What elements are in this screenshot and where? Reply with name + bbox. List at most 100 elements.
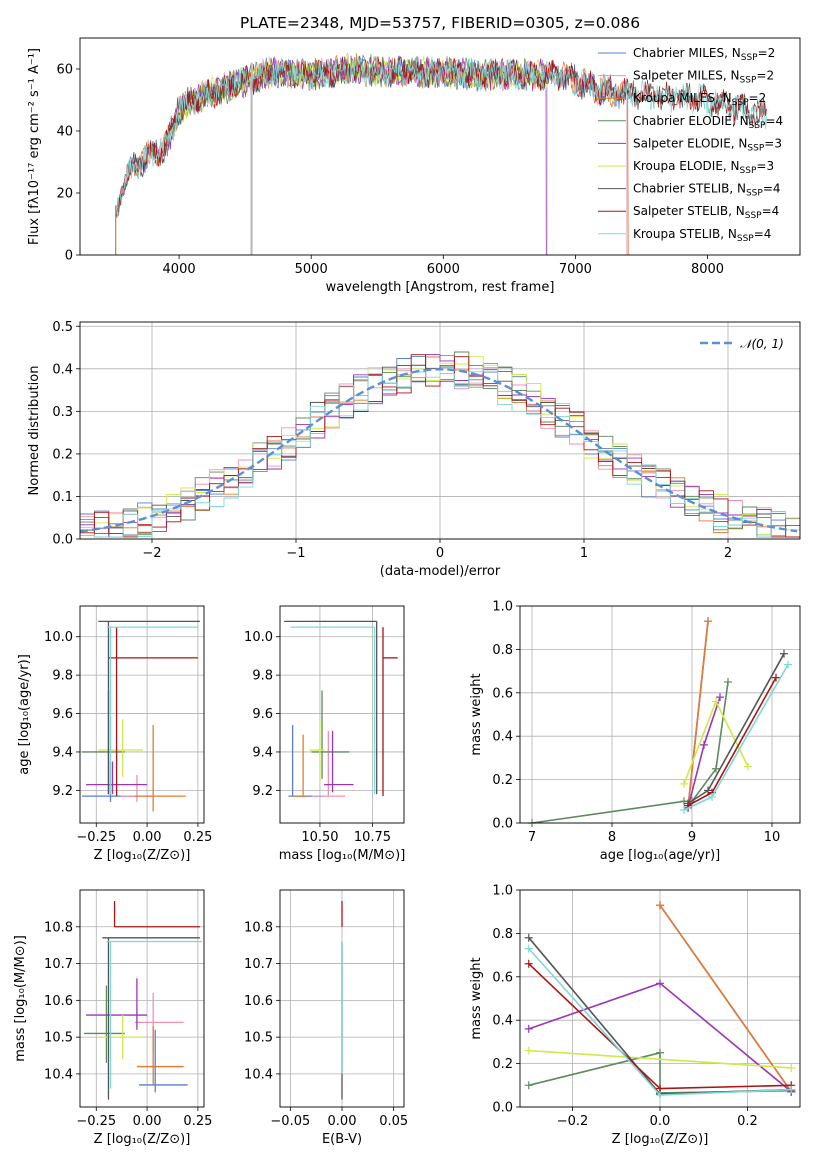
x-tick-label: 0.25 — [183, 830, 212, 845]
y-tick-label: 1.0 — [492, 884, 513, 899]
weight-marker — [656, 979, 664, 988]
x-tick-label: 0.00 — [328, 1114, 357, 1129]
x-tick-label: 7000 — [559, 262, 592, 277]
axes-frame — [279, 889, 405, 1108]
y-tick-label: 0.5 — [52, 320, 73, 335]
weight-marker — [680, 805, 688, 814]
y-tick-label: 9.4 — [52, 745, 73, 760]
axes-frame — [519, 889, 801, 1108]
legend-entry: Salpeter ELODIE, NSSP=3 — [633, 136, 782, 153]
axes-frame — [79, 605, 205, 824]
y-tick-label: 10.4 — [44, 1067, 73, 1082]
y-tick-label: 10.6 — [44, 994, 73, 1009]
x-tick-label: −1 — [286, 546, 305, 561]
weight-line-kroupa-elodie — [528, 1049, 792, 1069]
axes-frame — [519, 605, 801, 824]
histogram-salpeter-stelib — [80, 354, 800, 538]
residuals-panel: −2 −1 0 1 2 0.0 0.1 0.2 0.3 0.4 0.5 (data-model)/er… — [27, 320, 801, 579]
x-tick-label: 7 — [528, 830, 536, 845]
x-axis-label: (data-model)/error — [380, 564, 501, 579]
histogram-salpeter-elodie — [80, 354, 800, 538]
y-tick-label: 10.7 — [44, 957, 73, 972]
x-tick-label: 0.05 — [379, 1114, 408, 1129]
y-tick-label: 0.3 — [52, 405, 73, 420]
x-tick-label: −0.05 — [270, 1114, 310, 1129]
x-tick-label: 0.25 — [183, 1114, 212, 1129]
y-tick-label: 9.6 — [252, 707, 273, 722]
x-axis-label: age [log₁₀(age/yr)] — [600, 848, 721, 863]
y-tick-label: 40 — [56, 125, 73, 140]
x-tick-label: 1 — [580, 546, 588, 561]
mass-weight-vs-Z-panel: −0.2 0.0 0.2 0.0 0.2 0.4 0.6 0.8 1.0 Z [log₁₀(Z/Z… — [469, 884, 801, 1147]
x-tick-label: −0.25 — [76, 1114, 116, 1129]
x-tick-label: 5000 — [295, 262, 328, 277]
legend-entry: Chabrier STELIB, NSSP=4 — [633, 182, 781, 199]
weight-line-kroupa-miles — [659, 904, 792, 1093]
y-tick-label: 0.2 — [52, 447, 73, 462]
y-tick-label: 0.0 — [492, 1101, 513, 1116]
x-tick-label: 0.00 — [133, 1114, 162, 1129]
weight-marker — [656, 1091, 664, 1100]
spectrum-panel: 4000 5000 6000 7000 8000 0 20 40 60 wavelength [A… — [27, 37, 801, 295]
weight-marker — [656, 901, 664, 910]
weight-marker — [772, 673, 780, 682]
legend-entry: Kroupa STELIB, NSSP=4 — [633, 227, 771, 244]
x-axis-label: E(B-V) — [322, 1132, 362, 1147]
y-tick-label: 20 — [56, 187, 73, 202]
weight-marker — [712, 764, 720, 773]
x-tick-label: 6000 — [427, 262, 460, 277]
y-tick-label: 9.8 — [52, 669, 73, 684]
axes-frame — [79, 321, 801, 540]
weight-marker — [704, 617, 712, 626]
x-tick-label: 10.50 — [301, 830, 338, 845]
y-tick-label: 10.4 — [244, 1067, 273, 1082]
y-tick-label: 0.2 — [492, 773, 513, 788]
y-tick-label: 9.2 — [52, 784, 73, 799]
weight-marker — [787, 1063, 796, 1072]
y-tick-label: 10.8 — [244, 920, 273, 935]
x-tick-label: −0.2 — [557, 1114, 589, 1129]
y-tick-label: 0.2 — [492, 1057, 513, 1072]
y-tick-label: 0.8 — [492, 927, 513, 942]
y-tick-label: 0.0 — [52, 533, 73, 548]
weight-marker — [724, 677, 732, 686]
y-tick-label: 0.4 — [52, 362, 73, 377]
axes-frame — [79, 37, 801, 256]
x-tick-label: 0.00 — [133, 830, 162, 845]
x-tick-label: 9 — [688, 830, 696, 845]
weight-marker — [524, 933, 533, 942]
x-axis-label: Z [log₁₀(Z/Z⊙)] — [94, 1132, 191, 1147]
x-tick-label: −2 — [142, 546, 161, 561]
x-tick-label: 0.2 — [737, 1114, 758, 1129]
y-axis-label: mass weight — [469, 957, 484, 1039]
y-axis-label: mass weight — [469, 673, 484, 755]
y-tick-label: 9.4 — [252, 745, 273, 760]
x-tick-label: 8 — [608, 830, 616, 845]
age-vs-Z-panel: −0.25 0.00 0.25 9.2 9.4 9.6 9.8 10.0 Z [log₁₀(Z/… — [17, 605, 212, 863]
y-tick-label: 1.0 — [492, 600, 513, 615]
y-tick-label: 10.5 — [44, 1031, 73, 1046]
y-tick-label: 0.6 — [492, 970, 513, 985]
weight-marker — [524, 1081, 533, 1090]
histogram-kroupa-elodie — [80, 355, 800, 538]
mass-vs-Z-panel: −0.25 0.00 0.25 10.4 10.5 10.6 10.7 10.8 Z [log₁… — [13, 889, 212, 1147]
y-tick-label: 0.0 — [492, 817, 513, 832]
weight-marker — [524, 944, 533, 953]
weight-marker — [700, 740, 708, 749]
mass-weight-vs-age-panel: 7 8 9 10 0.0 0.2 0.4 0.6 0.8 1.0 age [log₁₀(age/yr… — [469, 600, 801, 863]
x-axis-label: Z [log₁₀(Z/Z⊙)] — [612, 1132, 709, 1147]
x-tick-label: 4000 — [163, 262, 196, 277]
y-tick-label: 0 — [65, 249, 73, 264]
x-tick-label: 8000 — [691, 262, 724, 277]
weight-marker — [712, 697, 720, 706]
y-tick-label: 10.0 — [244, 630, 273, 645]
y-tick-label: 0.6 — [492, 686, 513, 701]
legend-entry: Chabrier ELODIE, NSSP=4 — [633, 114, 783, 131]
legend-entry: Kroupa MILES, NSSP=2 — [633, 91, 766, 108]
x-tick-label: 2 — [724, 546, 732, 561]
weight-marker — [784, 660, 792, 669]
figure-title: PLATE=2348, MJD=53757, FIBERID=0305, z=0… — [240, 14, 640, 32]
y-tick-label: 9.2 — [252, 784, 273, 799]
y-axis-label: Flux [fλ10⁻¹⁷ erg cm⁻² s⁻¹ A⁻¹] — [27, 48, 42, 245]
